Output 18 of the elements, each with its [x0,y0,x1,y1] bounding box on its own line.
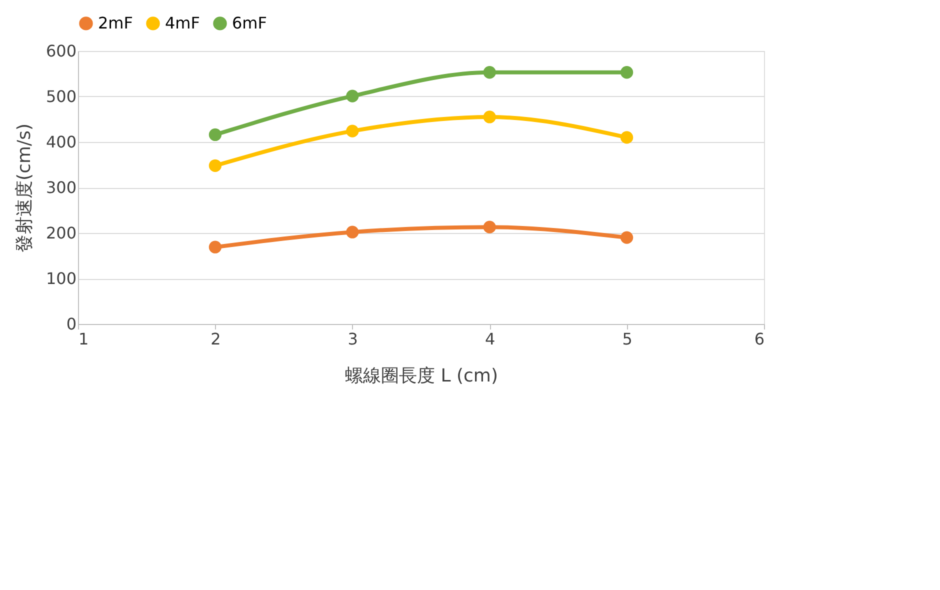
y-tick-label: 0 [66,314,76,334]
legend-label: 6mF [232,13,267,32]
y-tick-label: 600 [46,42,76,60]
legend-label: 2mF [98,13,133,32]
x-tick-label: 4 [485,330,496,348]
y-axis-title: 發射速度(cm/s) [14,124,35,252]
x-tick-label: 2 [210,330,221,348]
y-tick-label: 500 [46,87,76,106]
x-tick-label: 3 [348,330,358,348]
y-tick-label: 400 [46,132,76,152]
x-axis-title: 螺線圈長度 L (cm) [345,366,498,386]
x-tick-label: 5 [622,330,632,348]
y-tick-label: 300 [46,178,76,197]
y-tick-label: 200 [46,224,76,242]
x-tick-label: 1 [78,330,89,348]
x-tick-label: 6 [754,330,764,348]
legend-label: 4mF [165,13,200,32]
y-tick-label: 100 [46,269,76,288]
